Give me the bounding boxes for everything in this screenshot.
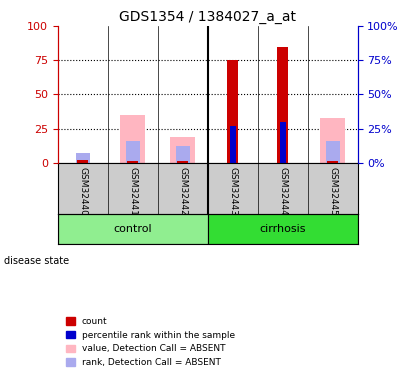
Text: control: control xyxy=(113,224,152,234)
Text: GSM32441: GSM32441 xyxy=(128,167,137,216)
Bar xyxy=(77,160,88,163)
Bar xyxy=(175,146,189,163)
Bar xyxy=(327,160,338,163)
Bar xyxy=(279,122,286,163)
Text: GSM32442: GSM32442 xyxy=(178,167,187,216)
Legend: count, percentile rank within the sample, value, Detection Call = ABSENT, rank, : count, percentile rank within the sample… xyxy=(62,314,239,370)
Bar xyxy=(277,47,288,163)
FancyBboxPatch shape xyxy=(208,214,358,244)
Bar xyxy=(76,153,90,163)
Bar xyxy=(127,160,138,163)
Text: GSM32443: GSM32443 xyxy=(228,167,237,216)
Bar xyxy=(227,60,238,163)
Text: GSM32440: GSM32440 xyxy=(78,167,87,216)
FancyBboxPatch shape xyxy=(58,214,208,244)
Bar xyxy=(230,126,236,163)
Text: GSM32444: GSM32444 xyxy=(278,167,287,216)
Bar xyxy=(320,118,345,163)
Bar xyxy=(177,160,188,163)
Text: cirrhosis: cirrhosis xyxy=(259,224,306,234)
Bar xyxy=(170,137,195,163)
Bar xyxy=(120,115,145,163)
Bar xyxy=(125,141,140,163)
Bar xyxy=(326,141,339,163)
Title: GDS1354 / 1384027_a_at: GDS1354 / 1384027_a_at xyxy=(119,10,296,24)
Text: GSM32445: GSM32445 xyxy=(328,167,337,216)
Text: disease state: disease state xyxy=(4,256,69,266)
